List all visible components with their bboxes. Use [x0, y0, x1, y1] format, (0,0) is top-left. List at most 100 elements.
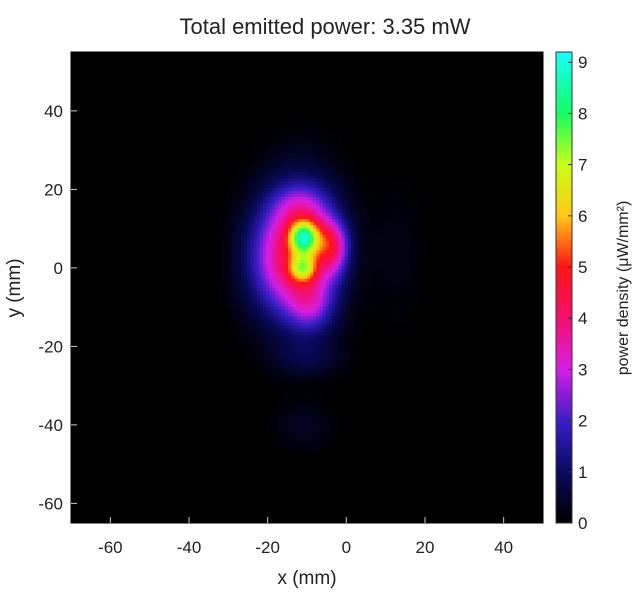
heatmap-cell: [244, 187, 248, 191]
heatmap-cell: [344, 344, 349, 348]
heatmap-cell: [269, 168, 273, 172]
heatmap-cell: [240, 287, 245, 292]
heatmap-cell: [307, 202, 311, 207]
heatmap-cell: [250, 287, 255, 292]
heatmap-cell: [401, 296, 406, 301]
heatmap-cell: [391, 296, 396, 301]
heatmap-cell: [288, 438, 292, 442]
heatmap-cell: [303, 419, 308, 424]
heatmap-cell: [354, 209, 358, 213]
heatmap-cell: [262, 325, 267, 329]
heatmap-cell: [281, 369, 286, 373]
heatmap-cell: [398, 303, 402, 307]
heatmap-cell: [351, 306, 355, 311]
heatmap-cell: [385, 256, 390, 260]
heatmap-cell: [354, 328, 358, 333]
heatmap-cell: [335, 209, 340, 213]
heatmap-cell: [382, 300, 387, 304]
heatmap-cell: [247, 303, 251, 307]
heatmap-cell: [275, 375, 280, 380]
heatmap-cell: [407, 262, 412, 267]
heatmap-cell: [281, 171, 286, 176]
heatmap-cell: [357, 252, 362, 257]
heatmap-cell: [291, 183, 296, 188]
heatmap-cell: [253, 340, 258, 345]
heatmap-cell: [307, 422, 311, 427]
heatmap-cell: [329, 378, 333, 383]
heatmap-cell: [401, 293, 406, 298]
heatmap-cell: [385, 268, 390, 273]
heatmap-cell: [325, 139, 330, 144]
heatmap-cell: [225, 318, 229, 323]
heatmap-cell: [269, 161, 273, 166]
heatmap-cell: [373, 196, 377, 201]
heatmap-cell: [250, 350, 255, 355]
heatmap-cell: [288, 183, 292, 188]
heatmap-cell: [325, 278, 330, 282]
heatmap-cell: [410, 230, 415, 235]
heatmap-cell: [262, 183, 267, 188]
heatmap-cell: [297, 375, 302, 380]
heatmap-cell: [398, 262, 402, 267]
heatmap-cell: [222, 237, 226, 241]
heatmap-cell: [244, 209, 248, 213]
heatmap-cell: [284, 158, 289, 163]
y-tick-label: 40: [44, 102, 63, 121]
heatmap-cell: [307, 293, 311, 298]
heatmap-cell: [291, 444, 296, 449]
heatmap-cell: [310, 435, 314, 439]
heatmap-cell: [413, 262, 418, 267]
heatmap-cell: [332, 130, 336, 135]
heatmap-cell: [332, 268, 336, 273]
heatmap-cell: [373, 259, 377, 263]
heatmap-cell: [294, 190, 299, 194]
heatmap-cell: [344, 209, 349, 213]
heatmap-cell: [338, 318, 343, 323]
heatmap-cell: [228, 274, 233, 279]
heatmap-cell: [420, 246, 425, 251]
heatmap-cell: [237, 237, 242, 241]
heatmap-cell: [228, 224, 233, 229]
heatmap-cell: [347, 237, 352, 241]
heatmap-cell: [391, 193, 396, 198]
heatmap-cell: [313, 303, 318, 307]
heatmap-cell: [244, 180, 248, 185]
heatmap-cell: [341, 265, 346, 270]
heatmap-cell: [256, 312, 261, 317]
heatmap-cell: [303, 152, 308, 157]
heatmap-cell: [250, 262, 255, 267]
heatmap-cell: [266, 300, 270, 304]
heatmap-cell: [291, 284, 296, 289]
heatmap-cell: [313, 256, 318, 260]
heatmap-cell: [420, 271, 425, 276]
heatmap-cell: [401, 287, 406, 292]
heatmap-cell: [262, 237, 267, 241]
heatmap-cell: [404, 230, 409, 235]
heatmap-cell: [294, 243, 299, 248]
heatmap-cell: [278, 274, 283, 279]
heatmap-cell: [234, 237, 239, 241]
heatmap-cell: [225, 246, 229, 251]
heatmap-cell: [266, 155, 270, 160]
heatmap-cell: [307, 124, 311, 128]
heatmap-cell: [313, 161, 318, 166]
heatmap-cell: [335, 174, 340, 179]
heatmap-cell: [307, 312, 311, 317]
heatmap-cell: [272, 215, 277, 220]
heatmap-cell: [310, 441, 314, 446]
heatmap-cell: [250, 344, 255, 348]
heatmap-cell: [329, 237, 333, 241]
heatmap-cell: [354, 180, 358, 185]
heatmap-cell: [391, 215, 396, 220]
heatmap-cell: [291, 174, 296, 179]
heatmap-cell: [240, 177, 245, 182]
heatmap-cell: [244, 325, 248, 329]
heatmap-cell: [291, 130, 296, 135]
heatmap-cell: [325, 209, 330, 213]
heatmap-cell: [218, 284, 223, 289]
heatmap-cell: [281, 209, 286, 213]
heatmap-cell: [401, 284, 406, 289]
heatmap-cell: [420, 259, 425, 263]
heatmap-cell: [357, 334, 362, 339]
heatmap-cell: [316, 359, 321, 364]
